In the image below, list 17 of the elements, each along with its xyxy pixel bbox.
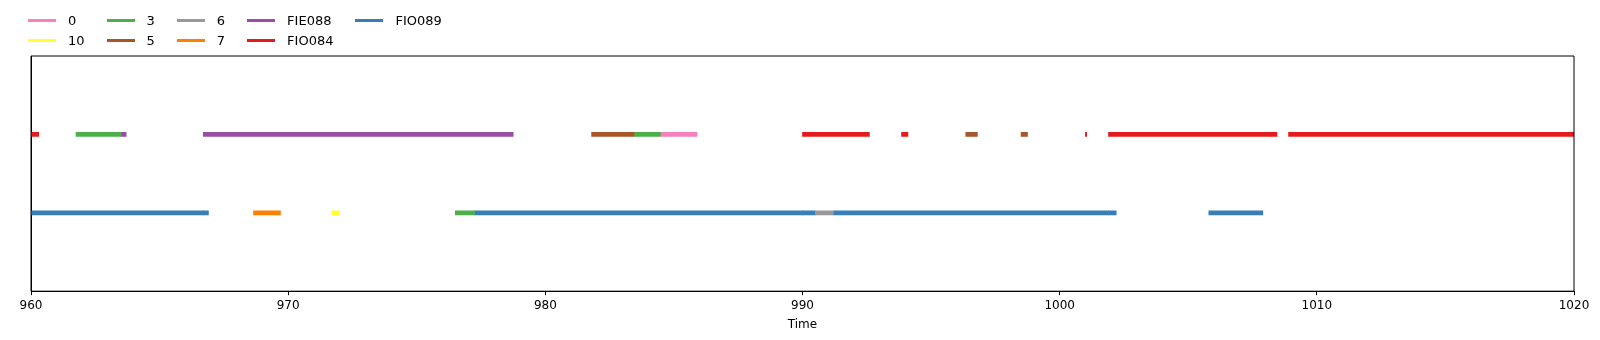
legend-label: 7 (216, 32, 226, 48)
legend-label: 6 (216, 12, 226, 28)
x-tick-label: 1020 (1558, 297, 1590, 312)
x-axis-title: Time (786, 316, 818, 331)
legend-label: 0 (68, 12, 77, 28)
x-tick-label: 970 (276, 297, 300, 312)
legend-label: 3 (146, 12, 155, 28)
legend-label: 10 (68, 32, 85, 48)
x-tick-label: 980 (533, 297, 557, 312)
x-tick-label: 960 (19, 297, 43, 312)
x-tick-label: 990 (791, 297, 814, 312)
legend-label: FIE088 (287, 12, 332, 28)
x-tick-label: 1000 (1044, 297, 1075, 312)
x-tick-label: 1010 (1301, 297, 1333, 312)
legend-label: FIO089 (395, 12, 442, 28)
legend-label: 5 (146, 32, 155, 48)
legend-label: FIO084 (287, 32, 334, 48)
